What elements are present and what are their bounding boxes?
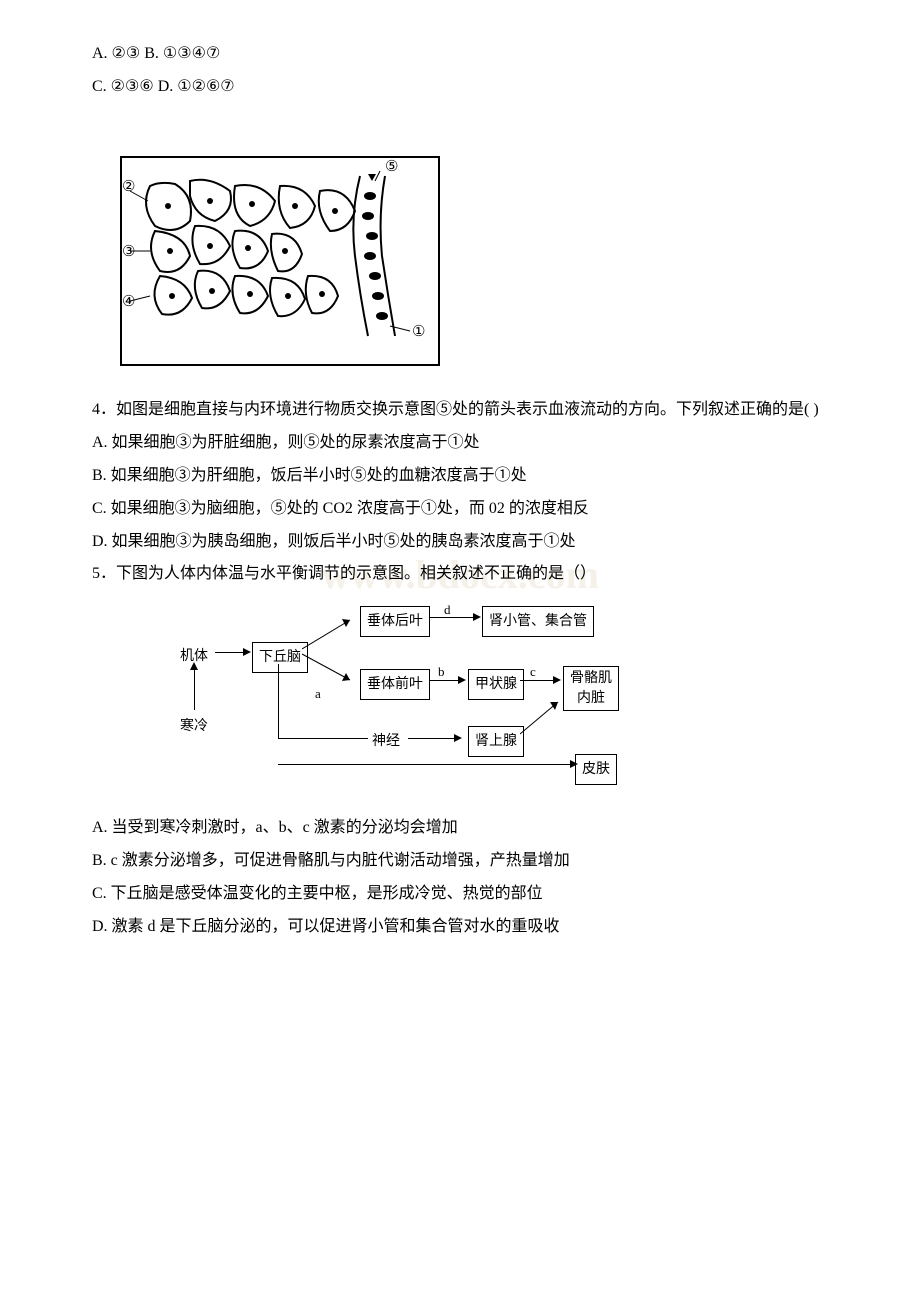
figure1-label-1: ① xyxy=(412,324,425,340)
q5-optB: B. c 激素分泌增多，可促进骨骼肌与内脏代谢活动增强，产热量增加 xyxy=(60,847,860,876)
node-jiazhuangxian: 甲状腺 xyxy=(468,669,524,700)
figure1-label-5: ⑤ xyxy=(385,159,398,175)
q4-optC: C. 如果细胞③为脑细胞，⑤处的 CO2 浓度高于①处，而 02 的浓度相反 xyxy=(60,495,860,524)
q4-stem: 4．如图是细胞直接与内环境进行物质交换示意图⑤处的箭头表示血液流动的方向。下列叙… xyxy=(60,396,860,425)
node-shenshangxian: 肾上腺 xyxy=(468,726,524,757)
q5-stem: 5．下图为人体内体温与水平衡调节的示意图。相关叙述不正确的是（） xyxy=(60,560,860,589)
node-guge-neizang: 骨骼肌 内脏 xyxy=(563,666,619,711)
figure-flowchart: 机体 寒冷 下丘脑 a 垂体后叶 垂体前叶 神经 d 肾小管、集合管 b 甲状腺… xyxy=(180,604,700,794)
node-pifu: 皮肤 xyxy=(575,754,617,785)
node-shenjing: 神经 xyxy=(372,729,400,754)
q4-optA: A. 如果细胞③为肝脏细胞，则⑤处的尿素浓度高于①处 xyxy=(60,429,860,458)
edge-label-d: d xyxy=(444,598,451,621)
q4-optD: D. 如果细胞③为胰岛细胞，则饭后半小时⑤处的胰岛素浓度高于①处 xyxy=(60,528,860,557)
node-chuitihou: 垂体后叶 xyxy=(360,606,430,637)
edge-label-a: a xyxy=(315,682,321,705)
figure-cell-diagram: ② ③ ④ ⑤ ① xyxy=(120,156,860,377)
figure1-label-2: ② xyxy=(122,179,135,195)
q4-optB: B. 如果细胞③为肝细胞，饭后半小时⑤处的血糖浓度高于①处 xyxy=(60,462,860,491)
figure1-label-3: ③ xyxy=(122,244,135,260)
edge-label-c: c xyxy=(530,660,536,683)
q5-optA: A. 当受到寒冷刺激时，a、b、c 激素的分泌均会增加 xyxy=(60,814,860,843)
node-hanleng: 寒冷 xyxy=(180,714,208,739)
q5-optC: C. 下丘脑是感受体温变化的主要中枢，是形成冷觉、热觉的部位 xyxy=(60,880,860,909)
q3-option-line2: C. ②③⑥ D. ①②⑥⑦ xyxy=(60,73,860,102)
figure1-label-4: ④ xyxy=(122,294,135,310)
edge-label-b: b xyxy=(438,660,445,683)
node-xiaqiunao: 下丘脑 xyxy=(252,642,308,673)
q3-option-line1: A. ②③ B. ①③④⑦ xyxy=(60,40,860,69)
node-chuitiqian: 垂体前叶 xyxy=(360,669,430,700)
q5-optD: D. 激素 d 是下丘脑分泌的，可以促进肾小管和集合管对水的重吸收 xyxy=(60,913,860,942)
node-shenxiaoguan: 肾小管、集合管 xyxy=(482,606,594,637)
